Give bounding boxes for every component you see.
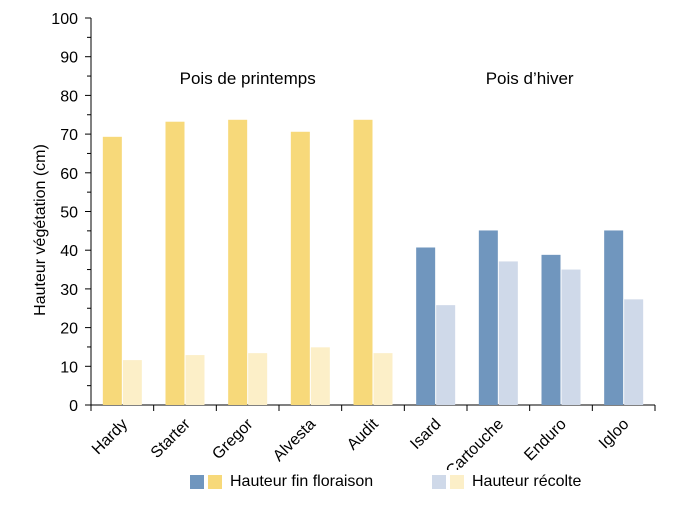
x-tick-label: Isard xyxy=(407,416,444,453)
bar-harvest-cartouche xyxy=(498,261,518,405)
group-annotation-winter: Pois d’hiver xyxy=(486,69,574,88)
y-tick-label: 10 xyxy=(60,359,78,376)
y-tick-label: 100 xyxy=(51,11,78,28)
y-tick-label: 80 xyxy=(60,88,78,105)
y-tick-label: 0 xyxy=(69,398,78,415)
bar-harvest-hardy xyxy=(122,360,142,405)
bar-harvest-isard xyxy=(436,305,456,405)
y-tick-label: 60 xyxy=(60,166,78,183)
bar-harvest-gregor xyxy=(248,353,268,405)
bar-flowering-audit xyxy=(353,119,373,405)
bar-flowering-gregor xyxy=(228,119,248,405)
x-tick-label: Enduro xyxy=(521,416,570,465)
legend-swatch-winter-harvest xyxy=(432,475,446,489)
bar-flowering-igloo xyxy=(604,230,624,405)
bar-harvest-audit xyxy=(373,353,393,405)
bar-harvest-enduro xyxy=(561,269,581,405)
x-tick-label: Cartouche xyxy=(443,416,507,470)
legend: Hauteur fin floraison Hauteur récolte xyxy=(0,473,673,503)
x-tick-label: Starter xyxy=(148,415,194,461)
y-tick-label: 30 xyxy=(60,282,78,299)
y-tick-label: 40 xyxy=(60,243,78,260)
y-axis-label: Hauteur végétation (cm) xyxy=(32,144,49,316)
x-axis: Hardy Starter Gregor Alvesta Audit IsardCarto… xyxy=(89,404,656,470)
bar-flowering-starter xyxy=(165,121,185,405)
chart: 0 10 20 30 40 50 60 70 80 90 100 Hardy Starter Grego… xyxy=(32,11,656,470)
x-tick-label: Audit xyxy=(344,415,382,453)
legend-label-flowering: Hauteur fin floraison xyxy=(230,473,374,490)
bar-flowering-hardy xyxy=(102,136,122,405)
legend-item-harvest: Hauteur récolte xyxy=(432,473,581,491)
bar-harvest-starter xyxy=(185,355,205,405)
legend-swatch-spring-flowering xyxy=(208,475,222,489)
bar-flowering-alvesta xyxy=(290,131,310,405)
legend-item-flowering: Hauteur fin floraison xyxy=(190,473,373,491)
y-axis: 0 10 20 30 40 50 60 70 80 90 100 xyxy=(51,11,92,415)
x-tick-label: Igloo xyxy=(596,416,633,453)
y-tick-label: 90 xyxy=(60,50,78,67)
x-tick-label: Alvesta xyxy=(270,416,319,465)
legend-swatch-winter-flowering xyxy=(190,475,204,489)
x-tick-label: Hardy xyxy=(89,416,131,458)
group-annotation-spring: Pois de printemps xyxy=(180,69,316,88)
bar-flowering-isard xyxy=(416,247,436,405)
bar-flowering-enduro xyxy=(541,254,561,405)
x-tick-label: Gregor xyxy=(209,415,257,463)
bars xyxy=(102,119,644,405)
bar-harvest-alvesta xyxy=(310,347,330,405)
bar-flowering-cartouche xyxy=(478,230,498,405)
y-tick-label: 20 xyxy=(60,321,78,338)
legend-swatch-spring-harvest xyxy=(450,475,464,489)
annotations: Pois de printemps Pois d’hiver xyxy=(180,69,574,88)
bar-harvest-igloo xyxy=(624,299,644,405)
y-tick-label: 50 xyxy=(60,205,78,222)
y-tick-label: 70 xyxy=(60,127,78,144)
legend-label-harvest: Hauteur récolte xyxy=(472,473,582,490)
